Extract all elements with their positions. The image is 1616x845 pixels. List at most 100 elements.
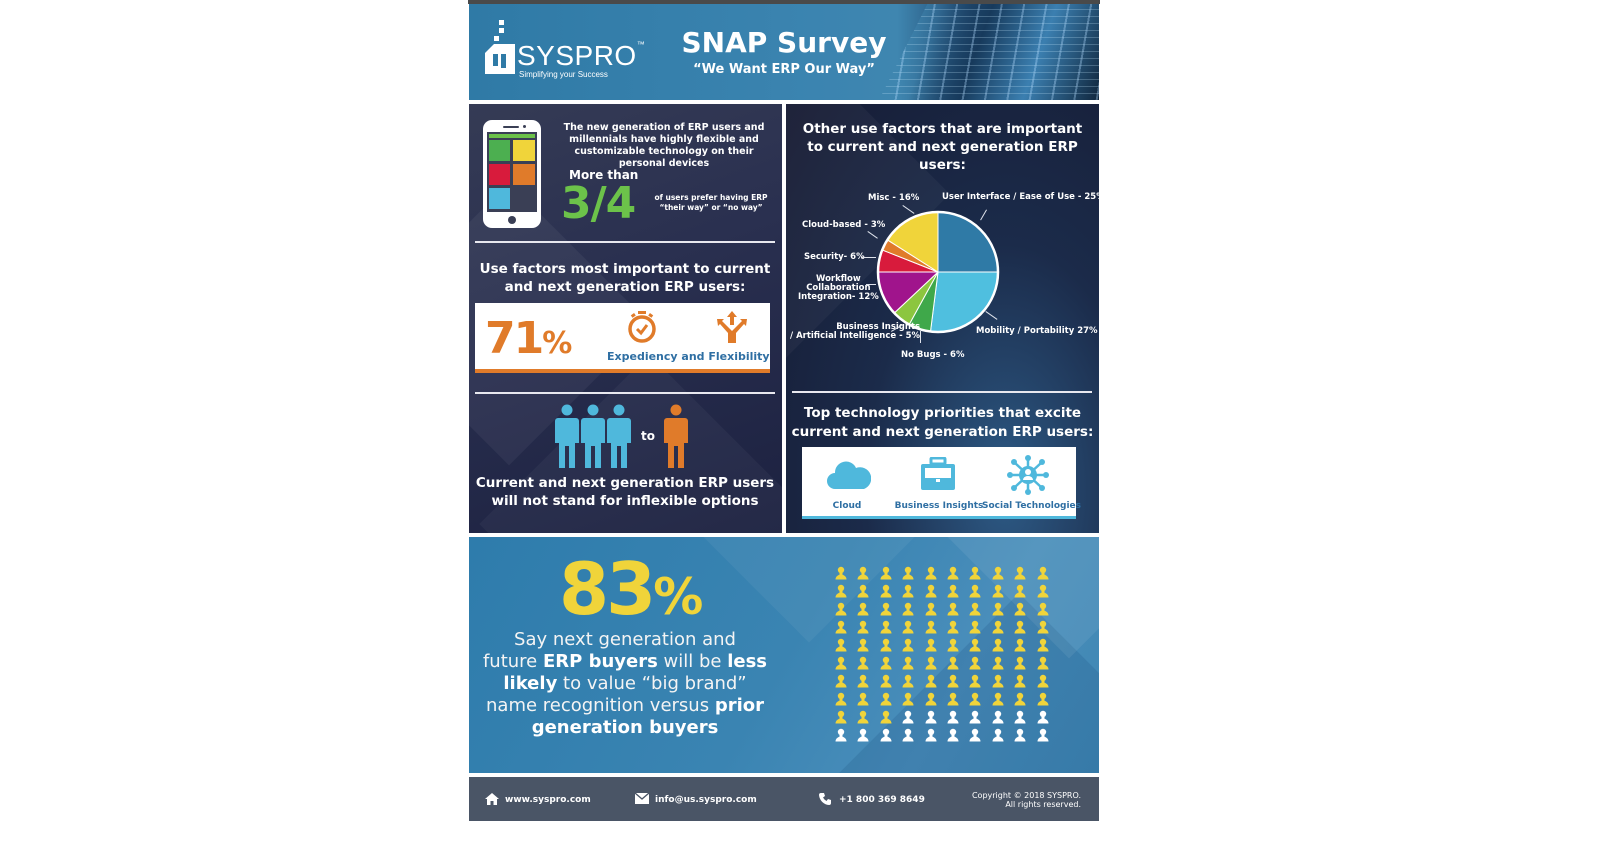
smartphone-icon [483,120,541,228]
left-panel: The new generation of ERP users and mill… [469,104,782,533]
person-icon [992,601,1004,616]
tech-priorities-title: Top technology priorities that excite cu… [791,405,1094,440]
person-icon [880,601,892,616]
person-icon [902,691,914,706]
person-icon [969,727,981,742]
top-bar [468,0,1100,4]
pie-label-no-bugs: No Bugs - 6% [901,350,965,360]
person-icon [857,583,869,598]
person-icon [1014,601,1026,616]
footer: www.syspro.com info@us.syspro.com +1 800… [469,777,1099,821]
syspro-logo: SYSPRO™ Simplifying your Success [485,18,645,88]
pie-label-mobility: Mobility / Portability 27% [976,326,1098,336]
person-icon [992,565,1004,580]
copyright-notice: Copyright © 2018 SYSPRO. All rights rese… [971,791,1081,809]
person-icon [1037,709,1049,724]
person-icon [835,583,847,598]
divider [475,241,775,243]
right-panel: Other use factors that are important to … [786,104,1099,533]
person-icon [880,655,892,670]
person-icon [902,727,914,742]
person-icon [857,637,869,652]
app-tile [489,164,510,185]
person-icon [857,655,869,670]
stopwatch-icon [628,311,656,343]
person-icon [1037,655,1049,670]
person-icon [925,619,937,634]
expediency-label: Expediency and Flexibility [607,350,770,363]
person-icon [925,655,937,670]
person-icon [925,565,937,580]
person-icon [1014,709,1026,724]
person-icon [857,619,869,634]
pie-label-business-insights: Business Insights / Artificial Intelligen… [790,322,921,341]
pie-label-security: Security- 6% [804,252,865,262]
person-icon [835,727,847,742]
person-icon [947,601,959,616]
person-icon [902,601,914,616]
person-icon [925,691,937,706]
pie-label-misc: Misc - 16% [868,193,920,203]
person-icon [1037,691,1049,706]
person-icon [1014,655,1026,670]
split-arrows-icon [717,311,747,343]
person-icon [992,709,1004,724]
person-icon [947,727,959,742]
expediency-card: 71% Expediency and Flexibility [475,303,770,373]
person-icon [925,727,937,742]
person-icon [925,673,937,688]
infographic: SYSPRO™ Simplifying your Success SNAP Su… [468,0,1100,822]
logo-mark-icon [485,18,517,78]
more-than-label: More than [569,168,639,182]
person-icon [992,637,1004,652]
person-icon [835,673,847,688]
brand-recognition-text: Say next generation and future ERP buyer… [482,629,768,738]
person-icon [835,619,847,634]
person-icon [925,637,937,652]
person-icon [969,691,981,706]
person-icon [947,673,959,688]
person-icon [969,673,981,688]
people-ratio-icon [555,404,688,468]
person-icon [969,565,981,580]
envelope-icon [635,793,649,804]
person-icon [902,583,914,598]
person-icon [857,673,869,688]
person-icon [902,655,914,670]
person-icon [1037,565,1049,580]
ratio-to-label: to [641,429,655,443]
person-icon [1014,619,1026,634]
network-icon [1007,455,1049,495]
person-icon [1037,727,1049,742]
person-icon [880,637,892,652]
phone-icon [819,793,831,805]
person-icon [835,691,847,706]
person-icon [857,565,869,580]
use-factors-title: Use factors most important to current an… [479,261,771,295]
person-icon [902,637,914,652]
eighty-three-percent-stat: 83% [559,547,703,631]
person-icon [857,709,869,724]
person-icon [992,673,1004,688]
person-icon [969,619,981,634]
person-icon [1014,727,1026,742]
person-icon [947,691,959,706]
other-factors-title: Other use factors that are important to … [802,121,1083,173]
person-icon [902,619,914,634]
person-icon [857,727,869,742]
briefcase-icon [921,457,955,490]
app-tile [489,140,510,161]
page-subtitle: “We Want ERP Our Way” [693,62,875,77]
tech-priorities-card: Cloud Business Insights [802,447,1081,519]
person-icon [835,655,847,670]
seventy-one-percent-stat: 71% [485,313,572,364]
person-icon [880,673,892,688]
app-tile [513,140,535,161]
divider [475,392,775,394]
person-icon [902,709,914,724]
logo-wordmark: SYSPRO™ [517,40,646,71]
person-icon [992,655,1004,670]
inflexible-options-text: Current and next generation ERP users wi… [475,475,775,509]
person-icon [1037,583,1049,598]
tech-item-business-insights: Business Insights [894,447,984,519]
